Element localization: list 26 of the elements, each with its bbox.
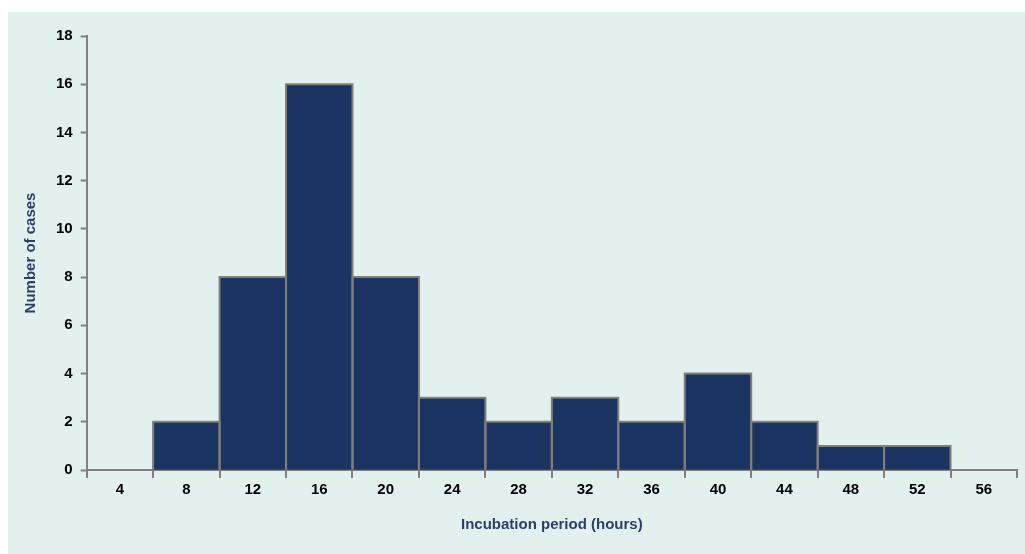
- x-tick-label: 8: [182, 480, 191, 498]
- x-tick-label: 16: [310, 480, 328, 498]
- x-tick-label: 44: [776, 480, 794, 498]
- y-tick-label: 0: [64, 460, 73, 478]
- y-tick-label: 10: [56, 219, 73, 237]
- x-tick-label: 40: [709, 480, 727, 498]
- x-tick-label: 56: [975, 480, 993, 498]
- x-tick-label: 4: [115, 480, 125, 498]
- x-tick-label: 20: [377, 480, 395, 498]
- x-tick-label: 48: [842, 480, 860, 498]
- y-tick-label: 4: [64, 363, 74, 381]
- y-axis-title: Number of cases: [21, 192, 39, 314]
- y-tick-label: 14: [56, 122, 74, 140]
- x-tick-label: 36: [643, 480, 660, 498]
- y-tick-label: 6: [64, 315, 73, 333]
- x-tick-label: 32: [576, 480, 594, 498]
- x-tick-label: 12: [244, 480, 262, 498]
- x-tick-label: 28: [510, 480, 527, 498]
- y-tick-label: 12: [56, 170, 73, 188]
- x-tick-label: 52: [908, 480, 926, 498]
- x-tick-label: 24: [443, 480, 462, 498]
- y-tick-label: 2: [64, 411, 73, 429]
- y-tick-label: 8: [64, 267, 73, 285]
- x-axis-title: Incubation period (hours): [461, 515, 643, 533]
- y-tick-label: 18: [56, 26, 73, 44]
- y-tick-label: 16: [56, 74, 73, 92]
